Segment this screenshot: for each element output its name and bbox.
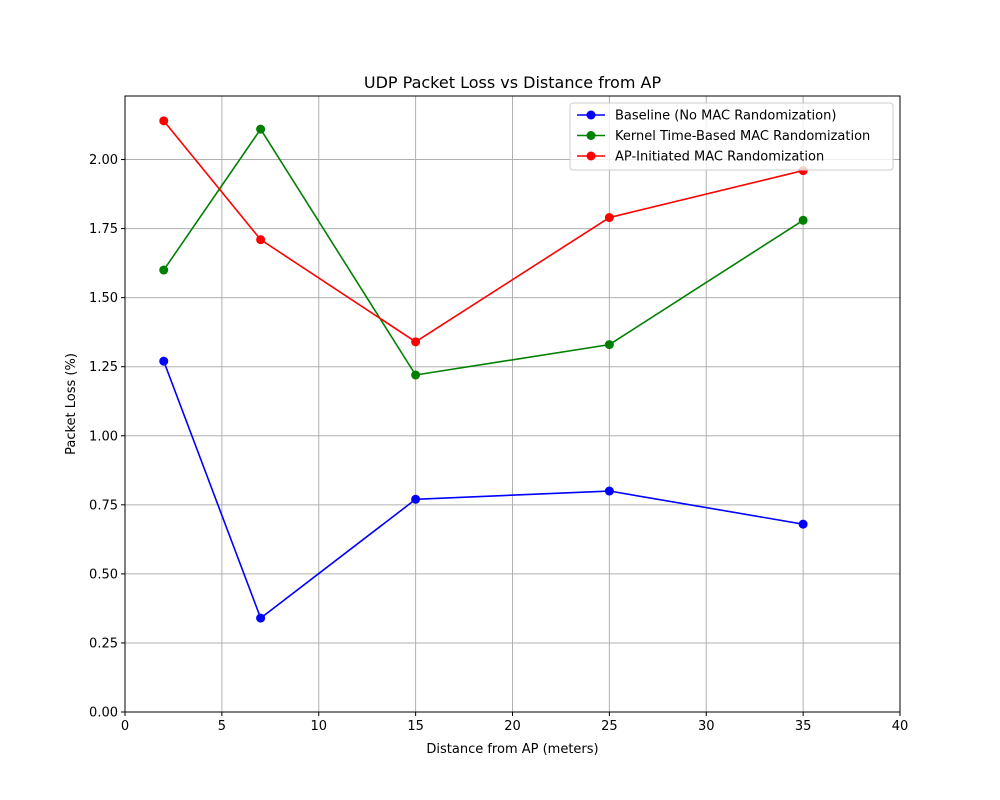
y-axis-label: Packet Loss (%): [64, 353, 79, 455]
y-tick-label: 0.75: [89, 498, 118, 513]
grid: [124, 96, 901, 713]
data-point: [604, 340, 614, 350]
x-tick-label: 30: [698, 719, 715, 734]
chart-title: UDP Packet Loss vs Distance from AP: [364, 73, 662, 92]
data-point: [798, 519, 808, 529]
ticks: 0 5 10 15 20 25 30 35 40 0.00 0.25 0.50 0.75 1.00 1.25…: [89, 153, 908, 734]
data-point: [411, 494, 421, 504]
x-tick-label: 5: [218, 719, 226, 734]
x-tick-label: 40: [892, 719, 909, 734]
y-tick-label: 2.00: [89, 153, 118, 168]
data-point: [798, 215, 808, 225]
legend-label: Kernel Time-Based MAC Randomization: [615, 129, 870, 144]
legend-box: [569, 102, 894, 171]
y-tick-label: 1.25: [89, 360, 118, 375]
x-tick-label: 10: [310, 719, 327, 734]
x-tick-label: 15: [407, 719, 424, 734]
series-line: [163, 360, 804, 619]
data-point: [256, 124, 266, 134]
y-tick-label: 0.00: [89, 706, 118, 721]
data-point: [159, 356, 169, 366]
y-tick-label: 0.25: [89, 636, 118, 651]
series-2: [159, 124, 808, 380]
legend-label: Baseline (No MAC Randomization): [615, 109, 836, 124]
data-point: [411, 370, 421, 380]
y-tick-label: 0.50: [89, 567, 118, 582]
x-tick-label: 20: [504, 719, 521, 734]
x-tick-label: 35: [795, 719, 812, 734]
legend-items: Baseline (No MAC Randomization) Kernel Ti…: [577, 109, 870, 165]
series-1: [159, 356, 808, 623]
x-tick-label: 25: [601, 719, 618, 734]
x-tick-label: 0: [121, 719, 129, 734]
data-point: [411, 337, 421, 347]
legend-label: AP-Initiated MAC Randomization: [615, 150, 824, 165]
y-tick-label: 1.75: [89, 222, 118, 237]
legend-marker: [586, 110, 596, 120]
data-point: [159, 265, 169, 275]
data-point: [604, 213, 614, 223]
legend-marker: [586, 131, 596, 140]
series-3: [159, 116, 808, 347]
x-axis-label: Distance from AP (meters): [426, 742, 598, 757]
y-tick-label: 1.00: [89, 429, 118, 444]
legend: Baseline (No MAC Randomization) Kernel Ti…: [569, 102, 894, 171]
data-point: [256, 235, 266, 245]
y-tick-label: 1.50: [89, 291, 118, 306]
series-layer: [159, 116, 808, 623]
data-point: [159, 116, 169, 126]
data-point: [256, 613, 266, 623]
data-point: [604, 486, 614, 496]
legend-marker: [586, 151, 596, 161]
